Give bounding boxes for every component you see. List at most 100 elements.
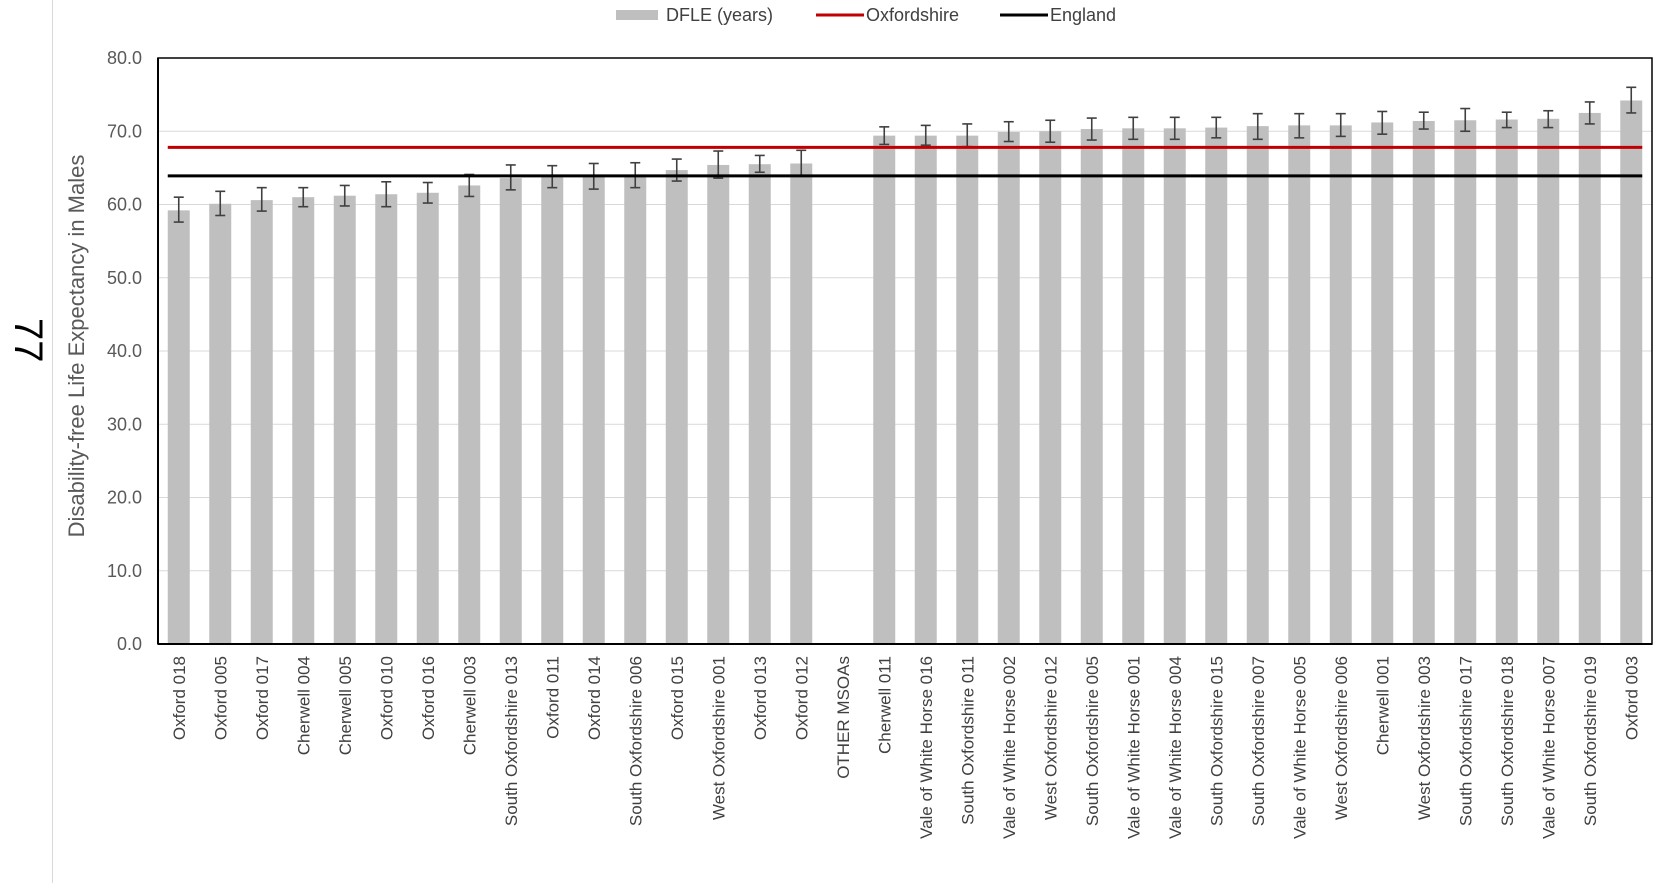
error-bar: [1045, 119, 1056, 144]
y-tick-label: 30.0: [107, 414, 142, 434]
bar: [541, 177, 564, 644]
error-bar: [1335, 112, 1346, 138]
y-tick-label: 70.0: [107, 121, 142, 141]
bar: [1454, 120, 1477, 644]
x-tick-label: Oxford 011: [543, 656, 562, 739]
x-tick-label: Cherwell 003: [460, 656, 479, 755]
bar: [707, 164, 730, 644]
x-tick-label: Oxford 015: [668, 656, 687, 740]
error-bar: [339, 184, 350, 207]
bar: [624, 175, 647, 644]
x-tick-label: Cherwell 005: [336, 656, 355, 755]
error-bar: [422, 181, 433, 204]
x-tick-label: West Oxfordshire 001: [709, 656, 728, 820]
bar: [665, 170, 688, 644]
error-bar: [920, 124, 931, 146]
error-bar: [1128, 116, 1139, 141]
bar: [790, 163, 813, 645]
bar: [1495, 119, 1518, 644]
error-bar: [1377, 110, 1388, 135]
bar: [1080, 129, 1103, 645]
bars: [167, 100, 1643, 645]
error-bar: [256, 186, 267, 212]
x-tick-label: Vale of White Horse 005: [1290, 656, 1309, 839]
x-tick-label: OTHER MSOAs: [834, 656, 853, 779]
legend-label-england: England: [1050, 5, 1116, 25]
bar: [1620, 100, 1643, 645]
x-tick-label: South Oxfordshire 011: [958, 656, 977, 825]
y-tick-label: 0.0: [117, 634, 142, 654]
bar: [1578, 112, 1601, 644]
bar: [250, 200, 273, 645]
bar: [1371, 122, 1394, 644]
x-tick-label: West Oxfordshire 012: [1041, 656, 1060, 820]
bar: [1537, 118, 1560, 645]
x-tick-label: South Oxfordshire 017: [1456, 656, 1475, 826]
bar: [458, 185, 481, 644]
x-tick-label: Vale of White Horse 002: [1000, 656, 1019, 839]
x-tick-labels: Oxford 018 Oxford 005 Oxford 017 Cherwell 0…: [170, 656, 1642, 839]
bar: [416, 192, 439, 644]
y-tick-label: 20.0: [107, 488, 142, 508]
bar: [499, 178, 522, 644]
x-tick-label: South Oxfordshire 006: [626, 656, 645, 826]
error-bar: [1626, 86, 1637, 114]
bar: [333, 195, 356, 644]
x-tick-label: West Oxfordshire 006: [1332, 656, 1351, 820]
error-bar: [1086, 117, 1097, 141]
error-bar: [1501, 111, 1512, 129]
error-bar: [1584, 101, 1595, 125]
error-bar: [381, 180, 392, 208]
y-tick-label: 80.0: [107, 48, 142, 68]
legend-swatch-dfle: [616, 10, 658, 20]
chart-legend: DFLE (years) Oxfordshire England: [616, 5, 1116, 25]
x-tick-label: Cherwell 004: [294, 656, 313, 755]
x-tick-label: Oxford 005: [211, 656, 230, 740]
x-tick-label: Vale of White Horse 001: [1124, 656, 1143, 839]
bar: [997, 131, 1020, 645]
y-tick-label: 60.0: [107, 195, 142, 215]
x-tick-label: Vale of White Horse 016: [917, 656, 936, 839]
x-tick-label: South Oxfordshire 005: [1083, 656, 1102, 826]
error-bar: [1003, 120, 1014, 143]
bar: [582, 176, 605, 645]
bar: [1246, 126, 1269, 644]
bar: [209, 203, 232, 644]
bar: [1288, 125, 1311, 644]
error-bar: [1294, 112, 1305, 139]
bar: [292, 197, 315, 645]
x-tick-label: South Oxfordshire 018: [1498, 656, 1517, 826]
error-bar: [1211, 116, 1222, 139]
bar: [748, 164, 771, 644]
x-tick-label: Oxford 016: [419, 656, 438, 740]
bar: [1329, 125, 1352, 644]
x-tick-label: Oxford 018: [170, 656, 189, 740]
bar: [956, 135, 979, 644]
x-tick-label: Cherwell 011: [875, 656, 894, 754]
x-tick-label: Vale of White Horse 007: [1539, 656, 1558, 839]
error-bar: [173, 196, 184, 223]
error-bar: [879, 126, 890, 146]
bar: [873, 135, 896, 644]
bar: [1412, 120, 1435, 645]
bar: [375, 194, 398, 644]
legend-label-dfle: DFLE (years): [666, 5, 773, 25]
error-bar: [1169, 116, 1180, 141]
bar: [167, 210, 190, 645]
error-bar: [713, 150, 724, 179]
bar: [1122, 128, 1145, 644]
axes: [157, 57, 1653, 645]
y-tick-label: 10.0: [107, 561, 142, 581]
x-tick-label: Oxford 012: [792, 656, 811, 740]
x-tick-label: South Oxfordshire 007: [1249, 656, 1268, 826]
x-tick-label: West Oxfordshire 003: [1415, 656, 1434, 820]
bar: [1039, 131, 1062, 644]
reference-lines: [167, 145, 1643, 178]
y-axis-label: Disability-free Life Expectancy in Males: [64, 155, 89, 538]
error-bar: [1418, 111, 1429, 130]
x-tick-label: Oxford 014: [585, 656, 604, 740]
error-bar: [1460, 107, 1471, 133]
legend-label-oxfordshire: Oxfordshire: [866, 5, 959, 25]
x-tick-label: Oxford 010: [377, 656, 396, 740]
